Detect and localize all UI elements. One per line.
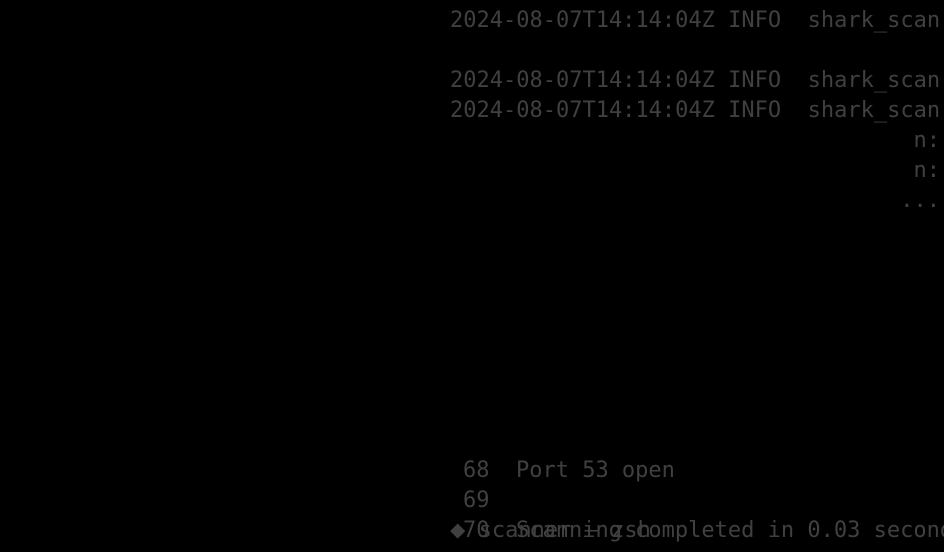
- ghost-line-0: 2024-08-07T14:14:04Z INFO shark_scan:: [450, 6, 944, 36]
- ghost-line-1: 2024-08-07T14:14:04Z INFO shark_scan:: [450, 66, 944, 96]
- ghost-line-2: 2024-08-07T14:14:04Z INFO shark_scan:: [450, 96, 944, 126]
- ghost-dots: ...: [900, 186, 940, 216]
- ghost-short-2: n:: [914, 156, 941, 186]
- ghost-short-1: n:: [914, 126, 941, 156]
- terminal-window[interactable]: 2024-08-07T14:14:04Z INFO shark_scan: 20…: [0, 0, 944, 552]
